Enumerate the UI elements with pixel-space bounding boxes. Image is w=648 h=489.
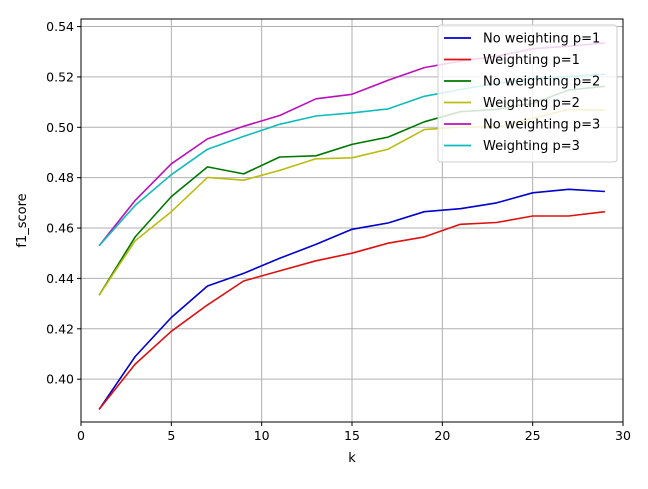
x-tick-label: 20	[434, 428, 450, 443]
y-axis-label: f1_score	[15, 193, 30, 247]
x-axis-ticks: 0 5 10 15 20 25 30	[77, 422, 631, 443]
legend-label: No weighting p=1	[483, 32, 600, 47]
y-axis-ticks: 0.40 0.42 0.44 0.46 0.48 0.50 0.52 0.54	[46, 19, 81, 387]
series-line-1	[98, 188, 605, 410]
y-tick-label: 0.44	[46, 271, 74, 286]
x-tick-label: 30	[615, 428, 631, 443]
x-axis-label: k	[348, 451, 356, 466]
y-tick-label: 0.54	[46, 19, 74, 34]
y-tick-label: 0.48	[46, 170, 74, 185]
legend-label: Weighting p=1	[483, 53, 580, 68]
y-tick-label: 0.40	[46, 372, 74, 387]
y-tick-label: 0.50	[46, 120, 74, 135]
x-tick-label: 5	[167, 428, 175, 443]
legend-label: No weighting p=2	[483, 75, 600, 90]
x-tick-label: 0	[77, 428, 85, 443]
legend: No weighting p=1 Weighting p=1 No weightin…	[437, 24, 618, 163]
x-tick-label: 25	[525, 428, 541, 443]
series-line-2	[98, 210, 605, 410]
x-tick-label: 15	[344, 428, 360, 443]
x-tick-label: 10	[254, 428, 270, 443]
legend-label: No weighting p=3	[483, 118, 600, 133]
y-tick-label: 0.42	[46, 321, 74, 336]
legend-label: Weighting p=3	[483, 139, 580, 154]
legend-box	[437, 24, 618, 163]
y-tick-label: 0.52	[46, 69, 74, 84]
legend-label: Weighting p=2	[483, 96, 580, 111]
y-tick-label: 0.46	[46, 221, 74, 236]
